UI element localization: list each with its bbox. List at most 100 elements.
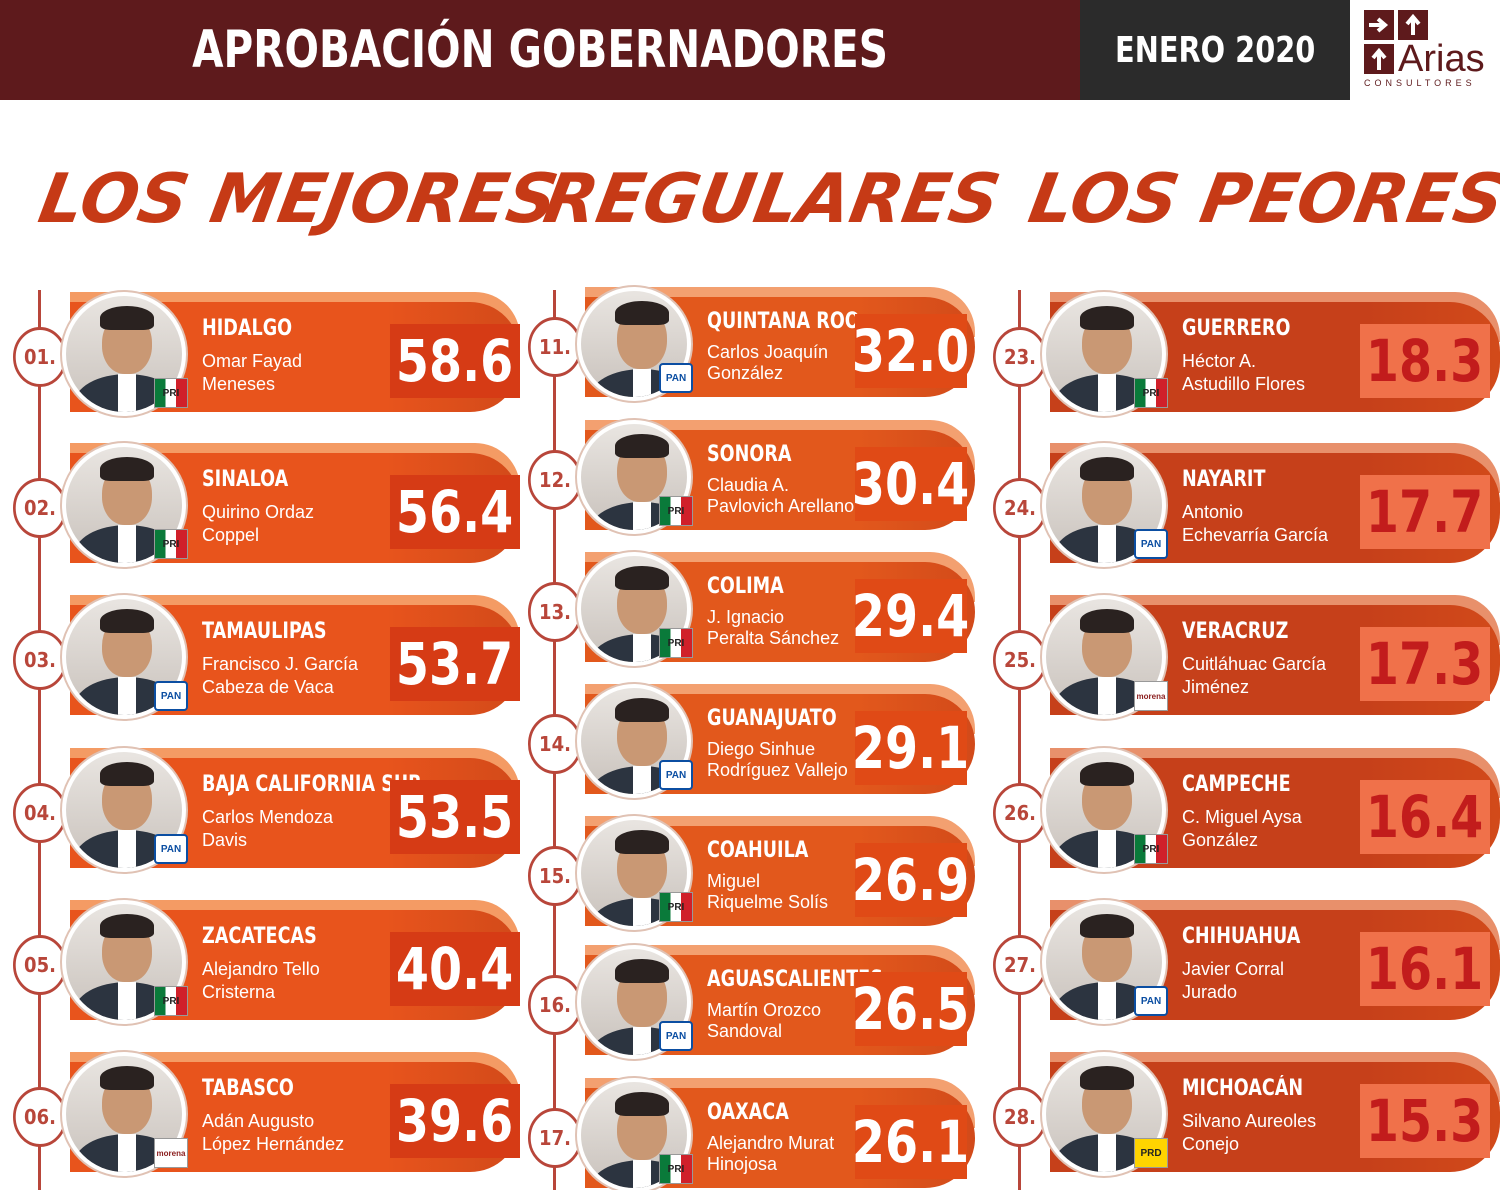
governor-name-line1: Omar Fayad: [202, 351, 303, 371]
rank-number: 17.: [528, 1108, 582, 1168]
rank-number: 03.: [13, 630, 67, 690]
approval-score: 32.0: [852, 314, 970, 388]
governor-card: 15. PRI COAHUILA Miguel Riquelme Solís 26.9: [525, 816, 975, 936]
governor-name-line1: Adán Augusto: [202, 1111, 315, 1131]
rank-number: 04.: [13, 783, 67, 843]
approval-score-value: 26.5: [852, 975, 970, 1043]
rank-number: 27.: [993, 935, 1047, 995]
approval-score-value: 16.4: [1366, 783, 1484, 851]
governor-name-line2: Hinojosa: [707, 1154, 778, 1174]
governor-card: 23. PRI GUERRERO Héctor A. Astudillo Flores 1…: [990, 292, 1500, 422]
approval-score-value: 56.4: [396, 478, 514, 546]
heading-regular: REGULARES: [538, 160, 1006, 239]
party-logo-icon: PAN: [659, 760, 693, 790]
governor-name-line2: Jurado: [1182, 982, 1238, 1002]
governor-name-line1: Héctor A.: [1182, 351, 1257, 371]
governor-name-line2: Davis: [202, 830, 248, 850]
party-logo-icon: PAN: [659, 363, 693, 393]
state-name: QUINTANA ROO: [707, 309, 860, 334]
approval-score-value: 32.0: [852, 317, 970, 385]
governor-card: 04. PAN BAJA CALIFORNIA SUR Carlos Mendoza D…: [10, 748, 520, 878]
governor-name-line2: Jiménez: [1182, 677, 1250, 697]
party-logo-icon: PRI: [154, 378, 188, 408]
state-name: OAXACA: [707, 1100, 789, 1125]
governor-photo: [577, 420, 691, 534]
state-name: ZACATECAS: [202, 924, 317, 949]
governor-name-line2: Meneses: [202, 374, 276, 394]
party-logo-icon: PRI: [659, 892, 693, 922]
party-logo-icon: morena: [154, 1138, 188, 1168]
rank-number: 12.: [528, 450, 582, 510]
state-name: GUERRERO: [1182, 316, 1291, 341]
rank-number: 15.: [528, 846, 582, 906]
governor-name-line2: Peralta Sánchez: [707, 628, 840, 648]
approval-score-value: 29.1: [852, 714, 970, 782]
governor-name-line1: Quirino Ordaz: [202, 502, 315, 522]
approval-score: 58.6: [390, 324, 520, 398]
page-title: APROBACIÓN GOBERNADORES: [192, 20, 888, 80]
governor-name-line1: Alejandro Tello: [202, 959, 320, 979]
arias-logo-icon: [1364, 10, 1428, 74]
approval-score: 53.7: [390, 627, 520, 701]
party-logo-icon: PRI: [659, 628, 693, 658]
governor-name-line2: González: [1182, 830, 1259, 850]
rank-number: 26.: [993, 783, 1047, 843]
approval-score: 53.5: [390, 780, 520, 854]
rank-number: 28.: [993, 1087, 1047, 1147]
governor-name-line2: Coppel: [202, 525, 260, 545]
party-logo-icon: PAN: [154, 834, 188, 864]
state-name: SONORA: [707, 442, 792, 467]
rank-number: 11.: [528, 317, 582, 377]
governor-card: 16. PAN AGUASCALIENTES Martín Orozco Sandova…: [525, 945, 975, 1065]
state-name: COAHUILA: [707, 838, 809, 863]
approval-score-value: 58.6: [396, 327, 514, 395]
state-name: COLIMA: [707, 574, 784, 599]
approval-score: 40.4: [390, 932, 520, 1006]
governor-name-line2: Sandoval: [707, 1021, 783, 1041]
state-name: TABASCO: [202, 1076, 294, 1101]
approval-score: 26.9: [852, 843, 970, 917]
rank-number: 24.: [993, 478, 1047, 538]
governor-card: 02. PRI SINALOA Quirino Ordaz Coppel 56.4: [10, 443, 520, 573]
heading-best: LOS MEJORES: [33, 160, 564, 239]
approval-score-value: 39.6: [396, 1087, 514, 1155]
rank-number: 25.: [993, 630, 1047, 690]
rank-number: 23.: [993, 327, 1047, 387]
approval-score-value: 53.7: [396, 630, 514, 698]
party-logo-icon: PAN: [1134, 529, 1168, 559]
rank-number: 06.: [13, 1087, 67, 1147]
logo-name: Arias: [1398, 38, 1485, 80]
state-name: AGUASCALIENTES: [707, 967, 883, 992]
governor-name-line2: Cabeza de Vaca: [202, 677, 334, 697]
governor-card: 01. PRI HIDALGO Omar Fayad Meneses 58.6: [10, 292, 520, 422]
party-logo-icon: PAN: [1134, 986, 1168, 1016]
approval-score-value: 40.4: [396, 935, 514, 1003]
governor-name-line2: González: [707, 363, 784, 383]
approval-score: 17.7: [1360, 475, 1490, 549]
approval-score-value: 53.5: [396, 783, 514, 851]
approval-score: 18.3: [1360, 324, 1490, 398]
governor-card: 14. PAN GUANAJUATO Diego Sinhue Rodríguez Va…: [525, 684, 975, 804]
governor-card: 28. PRD MICHOACÁN Silvano Aureoles Conejo 15.…: [990, 1052, 1500, 1182]
governor-name-line1: J. Ignacio: [707, 607, 785, 627]
governor-name-line2: Conejo: [1182, 1134, 1240, 1154]
governor-card: 27. PAN CHIHUAHUA Javier Corral Jurado 16.1: [990, 900, 1500, 1030]
governor-card: 03. PAN TAMAULIPAS Francisco J. García Cabez…: [10, 595, 520, 725]
date-label: ENERO 2020: [1114, 29, 1316, 71]
approval-score-value: 17.7: [1366, 478, 1484, 546]
governor-name-line2: Rodríguez Vallejo: [707, 760, 848, 780]
date-bar: ENERO 2020: [1080, 0, 1350, 100]
governor-name-line1: Martín Orozco: [707, 1000, 822, 1020]
governor-card: 12. PRI SONORA Claudia A. Pavlovich Arellano…: [525, 420, 975, 540]
governor-card: 05. PRI ZACATECAS Alejandro Tello Cristerna 4…: [10, 900, 520, 1030]
heading-worst: LOS PEORES: [1023, 160, 1500, 239]
state-name: BAJA CALIFORNIA SUR: [202, 772, 422, 797]
state-name: MICHOACÁN: [1182, 1076, 1304, 1101]
title-bar: APROBACIÓN GOBERNADORES: [0, 0, 1080, 100]
state-name: TAMAULIPAS: [202, 619, 327, 644]
governor-name-line1: Diego Sinhue: [707, 739, 816, 759]
governor-name-line1: Cuitláhuac García: [1182, 654, 1327, 674]
state-name: HIDALGO: [202, 316, 293, 341]
approval-score: 16.4: [1360, 780, 1490, 854]
governor-card: 24. PAN NAYARIT Antonio Echevarría García 17.…: [990, 443, 1500, 573]
